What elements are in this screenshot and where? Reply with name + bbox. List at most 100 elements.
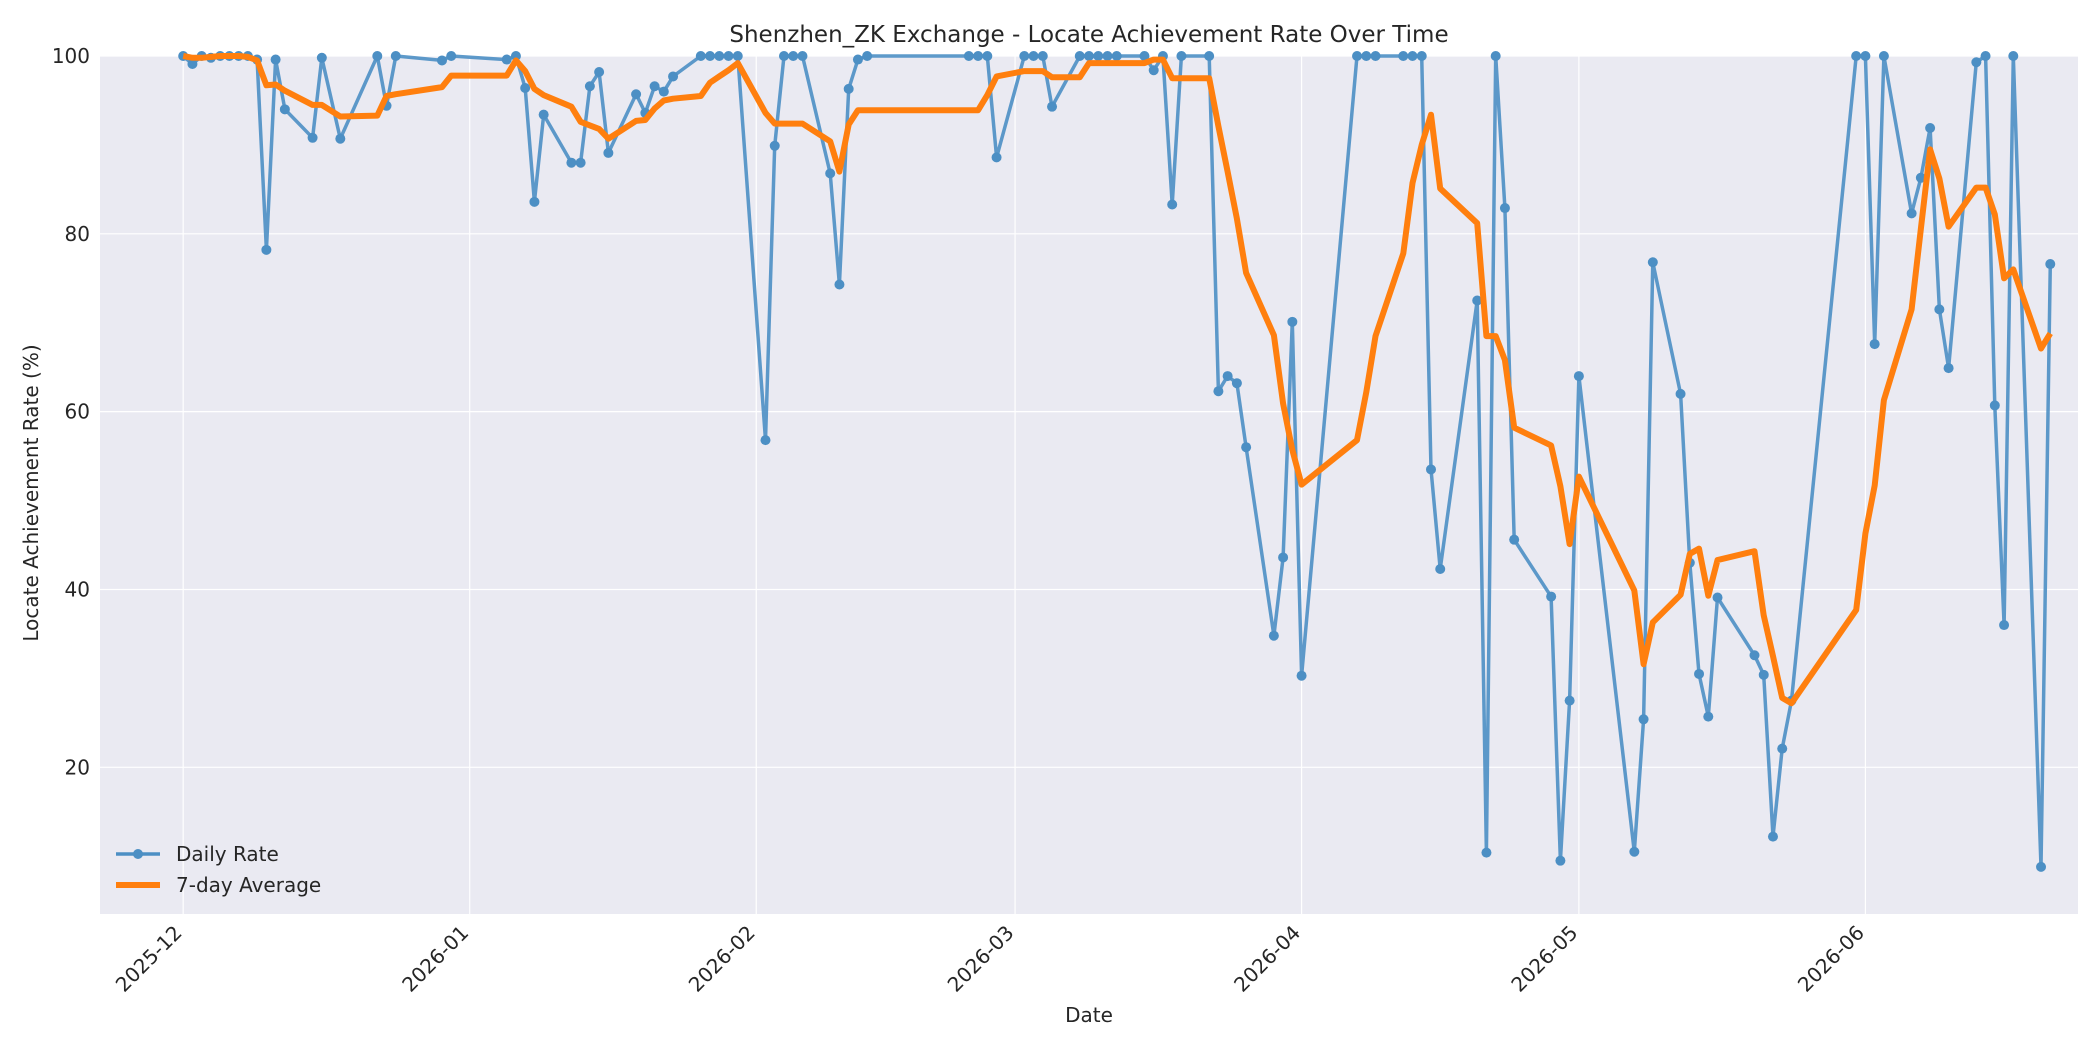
daily-rate-point xyxy=(1925,123,1936,134)
daily-rate-point xyxy=(1546,591,1557,602)
legend-marker xyxy=(133,849,143,859)
daily-rate-point xyxy=(1943,363,1954,374)
daily-rate-point xyxy=(603,147,614,158)
daily-rate-point xyxy=(1638,714,1649,725)
x-tick-label: 2026-02 xyxy=(684,921,760,997)
daily-rate-point xyxy=(723,51,734,61)
daily-rate-point xyxy=(1490,51,1501,61)
daily-rate-point xyxy=(1167,199,1178,210)
daily-rate-point xyxy=(529,196,540,207)
daily-rate-point xyxy=(1111,51,1122,61)
daily-rate-point xyxy=(1416,51,1427,61)
daily-rate-point xyxy=(1758,669,1769,680)
x-tick-label: 2026-03 xyxy=(943,921,1019,997)
daily-rate-point xyxy=(1296,670,1307,681)
daily-rate-point xyxy=(1509,534,1520,545)
daily-rate-point xyxy=(1694,668,1705,679)
y-axis-label: Locate Achievement Rate (%) xyxy=(19,344,43,641)
daily-rate-point xyxy=(1287,316,1298,327)
daily-rate-point xyxy=(1093,51,1104,61)
daily-rate-point xyxy=(1231,378,1242,389)
daily-rate-point xyxy=(1278,552,1289,563)
daily-rate-point xyxy=(1749,650,1760,661)
daily-rate-point xyxy=(316,52,327,63)
daily-rate-point xyxy=(991,152,1002,163)
daily-rate-point xyxy=(1241,442,1252,453)
daily-rate-point xyxy=(695,51,706,61)
daily-rate-point xyxy=(1878,51,1889,61)
daily-rate-point xyxy=(1906,208,1917,219)
series-layer xyxy=(178,51,2056,872)
daily-rate-point xyxy=(1703,711,1714,722)
daily-rate-point xyxy=(436,55,447,66)
x-tick-label: 2026-06 xyxy=(1793,921,1869,997)
daily-rate-point xyxy=(1555,855,1566,866)
daily-rate-point xyxy=(1712,592,1723,603)
daily-rate-point xyxy=(501,54,512,65)
daily-rate-point xyxy=(834,279,845,290)
daily-rate-point xyxy=(1869,339,1880,350)
daily-rate-point xyxy=(1573,371,1584,382)
daily-rate-point xyxy=(1999,620,2010,631)
chart-title: Shenzhen_ZK Exchange - Locate Achievemen… xyxy=(729,22,1448,48)
daily-rate-point xyxy=(1028,51,1039,61)
y-tick-label: 60 xyxy=(65,400,90,424)
daily-rate-point xyxy=(520,83,531,94)
daily-rate-point xyxy=(1564,695,1575,706)
daily-rate-point xyxy=(788,51,799,61)
daily-rate-point xyxy=(668,71,679,82)
daily-rate-point xyxy=(1398,51,1409,61)
daily-rate-point xyxy=(732,51,743,61)
daily-rate-point xyxy=(279,104,290,115)
daily-rate-point xyxy=(982,51,993,61)
daily-rate-point xyxy=(2036,861,2047,872)
legend-label: 7-day Average xyxy=(176,873,321,897)
daily-rate-point xyxy=(769,140,780,151)
daily-rate-point xyxy=(658,86,669,97)
x-axis-label: Date xyxy=(1065,1003,1113,1027)
daily-rate-point xyxy=(1767,831,1778,842)
daily-rate-point xyxy=(594,67,605,78)
x-tick-label: 2026-01 xyxy=(397,921,473,997)
y-tick-label: 100 xyxy=(52,44,90,68)
legend-label: Daily Rate xyxy=(176,842,279,866)
daily-rate-point xyxy=(1139,51,1150,61)
daily-rate-point xyxy=(1047,101,1058,112)
daily-rate-point xyxy=(1481,847,1492,858)
daily-rate-point xyxy=(760,435,771,446)
daily-rate-point xyxy=(1037,51,1048,61)
plot-area xyxy=(100,56,2078,914)
daily-rate-point xyxy=(1019,51,1030,61)
daily-rate-point xyxy=(1148,65,1159,76)
daily-rate-point xyxy=(1425,464,1436,475)
daily-rate-point xyxy=(1777,743,1788,754)
daily-rate-point xyxy=(566,157,577,168)
daily-rate-point xyxy=(1352,51,1363,61)
daily-rate-point xyxy=(862,51,873,61)
daily-rate-point xyxy=(1370,51,1381,61)
daily-rate-point xyxy=(187,59,198,70)
daily-rate-point xyxy=(705,51,716,61)
daily-rate-point xyxy=(1647,257,1658,268)
daily-rate-point xyxy=(843,83,854,94)
daily-rate-point xyxy=(335,133,346,144)
daily-rate-point xyxy=(1675,388,1686,399)
daily-rate-point xyxy=(584,81,595,92)
daily-rate-point xyxy=(649,81,660,92)
daily-rate-point xyxy=(1980,51,1991,61)
daily-rate-point xyxy=(1361,51,1372,61)
daily-rate-point xyxy=(1176,51,1187,61)
daily-rate-point xyxy=(270,54,281,65)
seven-day-average-line xyxy=(182,53,2053,707)
daily-rate-point xyxy=(446,51,457,61)
daily-rate-point xyxy=(973,51,984,61)
y-tick-label: 80 xyxy=(65,222,90,246)
x-tick-label: 2025-12 xyxy=(111,921,187,997)
daily-rate-point xyxy=(631,89,642,100)
daily-rate-point xyxy=(1407,51,1418,61)
daily-rate-point xyxy=(390,51,401,61)
daily-rate-point xyxy=(1102,51,1113,61)
legend: Daily Rate 7-day Average xyxy=(116,842,321,897)
daily-rate-point xyxy=(372,51,383,61)
daily-rate-point xyxy=(1472,295,1483,306)
